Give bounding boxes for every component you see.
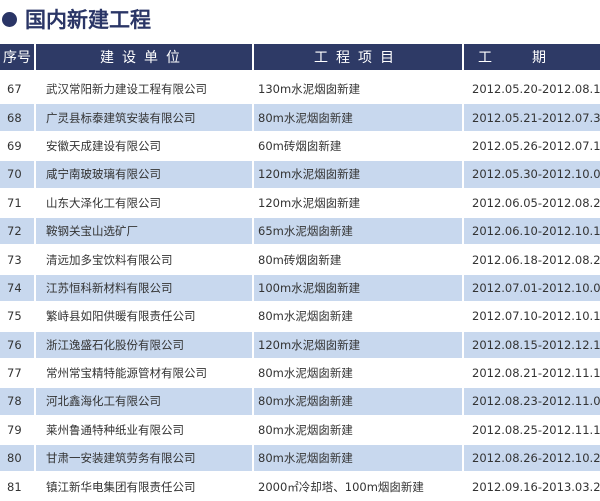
cell-unit: 鞍钢关宝山选矿厂 (36, 217, 252, 245)
cell-project: 80m水泥烟囱新建 (254, 388, 462, 415)
cell-unit: 甘肃一安装建筑劳务有限公司 (36, 445, 252, 472)
cell-unit: 安徽天成建设有限公司 (46, 138, 161, 153)
cell-period: 2012.08.21-2012.11.10 (472, 366, 600, 381)
cell-project: 80m水泥烟囱新建 (254, 104, 462, 131)
cell-project: 65m水泥烟囱新建 (254, 217, 462, 245)
cell-period: 2012.08.26-2012.10.24 (464, 445, 600, 472)
cell-project: 130m水泥烟囱新建 (258, 82, 361, 97)
table-body: 67 武汉常阳新力建设工程有限公司 130m水泥烟囱新建 2012.05.20-201… (0, 75, 600, 501)
table-row: 81 镇江新华电集团有限责任公司 2000㎡冷却塔、100m烟囱新建 2012.09.… (0, 472, 600, 500)
table-row: 70 咸宁南玻玻璃有限公司 120m水泥烟囱新建 2012.05.30-2012.10… (0, 160, 600, 188)
cell-no: 73 (7, 252, 22, 267)
cell-unit: 江苏恒科新材料有限公司 (36, 274, 252, 302)
header-period: 工期 (464, 44, 600, 70)
cell-no: 78 (0, 388, 34, 415)
cell-unit: 莱州鲁通特种纸业有限公司 (46, 422, 184, 437)
cell-project: 80m水泥烟囱新建 (258, 366, 353, 381)
cell-unit: 常州常宝精特能源管材有限公司 (46, 366, 207, 381)
cell-no: 70 (0, 161, 34, 188)
cell-project: 120m水泥烟囱新建 (258, 195, 361, 210)
cell-project: 80m水泥烟囱新建 (258, 309, 353, 324)
cell-unit: 广灵县标泰建筑安装有限公司 (36, 104, 252, 131)
table-row: 72 鞍钢关宝山选矿厂 65m水泥烟囱新建 2012.06.10-2012.10.10 (0, 217, 600, 245)
cell-unit: 武汉常阳新力建设工程有限公司 (46, 82, 207, 97)
cell-period: 2012.09.16-2013.03.28 (472, 479, 600, 494)
cell-project: 80m水泥烟囱新建 (258, 422, 353, 437)
header-unit: 建设单位 (36, 44, 252, 70)
cell-period: 2012.07.10-2012.10.10 (472, 309, 600, 324)
cell-unit: 清远加多宝饮料有限公司 (46, 252, 173, 267)
table-row: 68 广灵县标泰建筑安装有限公司 80m水泥烟囱新建 2012.05.21-2012.… (0, 103, 600, 131)
table-row: 74 江苏恒科新材料有限公司 100m水泥烟囱新建 2012.07.01-2012.1… (0, 274, 600, 302)
page-title: 国内新建工程 (2, 4, 151, 34)
cell-no: 68 (0, 104, 34, 131)
cell-project: 120m水泥烟囱新建 (254, 161, 462, 188)
bullet-icon (2, 11, 17, 27)
table-row: 71 山东大泽化工有限公司 120m水泥烟囱新建 2012.06.05-2012.08… (0, 189, 600, 217)
cell-no: 72 (0, 217, 34, 245)
cell-unit: 河北鑫海化工有限公司 (36, 388, 252, 415)
cell-project: 100m水泥烟囱新建 (254, 274, 462, 302)
table-row: 73 清远加多宝饮料有限公司 80m砖烟囱新建 2012.06.18-2012.08.… (0, 245, 600, 273)
cell-period: 2012.06.10-2012.10.10 (464, 217, 600, 245)
cell-no: 80 (0, 445, 34, 472)
cell-period: 2012.06.18-2012.08.22 (472, 252, 600, 267)
cell-no: 75 (7, 309, 22, 324)
cell-period: 2012.05.26-2012.07.16 (472, 138, 600, 153)
cell-no: 81 (7, 479, 22, 494)
cell-no: 76 (0, 331, 34, 358)
cell-no: 69 (7, 138, 22, 153)
cell-no: 77 (7, 366, 22, 381)
title-text: 国内新建工程 (25, 8, 151, 32)
cell-period: 2012.08.25-2012.11.15 (472, 422, 600, 437)
cell-project: 80m水泥烟囱新建 (254, 445, 462, 472)
cell-unit: 浙江逸盛石化股份有限公司 (36, 331, 252, 358)
cell-no: 74 (0, 274, 34, 302)
cell-unit: 咸宁南玻玻璃有限公司 (36, 161, 252, 188)
cell-no: 71 (7, 195, 22, 210)
table-row: 80 甘肃一安装建筑劳务有限公司 80m水泥烟囱新建 2012.08.26-2012.… (0, 444, 600, 472)
cell-period: 2012.07.01-2012.10.01 (464, 274, 600, 302)
table-row: 69 安徽天成建设有限公司 60m砖烟囱新建 2012.05.26-2012.07.1… (0, 132, 600, 160)
table-header: 序号 建设单位 工程项目 工期 (0, 44, 600, 70)
table-row: 76 浙江逸盛石化股份有限公司 120m水泥烟囱新建 2012.08.15-2012.… (0, 331, 600, 359)
table-row: 78 河北鑫海化工有限公司 80m水泥烟囱新建 2012.08.23-2012.11.… (0, 387, 600, 415)
cell-project: 60m砖烟囱新建 (258, 138, 342, 153)
cell-unit: 镇江新华电集团有限责任公司 (46, 479, 196, 494)
cell-unit: 繁峙县如阳供暖有限责任公司 (46, 309, 196, 324)
cell-project: 80m砖烟囱新建 (258, 252, 342, 267)
cell-project: 120m水泥烟囱新建 (254, 331, 462, 358)
header-project: 工程项目 (254, 44, 462, 70)
table-row: 77 常州常宝精特能源管材有限公司 80m水泥烟囱新建 2012.08.21-2012… (0, 359, 600, 387)
cell-period: 2012.05.30-2012.10.09 (464, 161, 600, 188)
cell-no: 79 (7, 422, 22, 437)
table-row: 79 莱州鲁通特种纸业有限公司 80m水泥烟囱新建 2012.08.25-2012.1… (0, 416, 600, 444)
table-row: 75 繁峙县如阳供暖有限责任公司 80m水泥烟囱新建 2012.07.10-2012.… (0, 302, 600, 330)
cell-period: 2012.05.21-2012.07.30 (464, 104, 600, 131)
cell-period: 2012.05.20-2012.08.10 (472, 82, 600, 97)
header-no: 序号 (0, 44, 34, 70)
cell-project: 2000㎡冷却塔、100m烟囱新建 (258, 479, 424, 494)
cell-period: 2012.08.15-2012.12.15 (464, 331, 600, 358)
cell-period: 2012.06.05-2012.08.25 (472, 195, 600, 210)
cell-no: 67 (7, 82, 22, 97)
table-row: 67 武汉常阳新力建设工程有限公司 130m水泥烟囱新建 2012.05.20-201… (0, 75, 600, 103)
cell-period: 2012.08.23-2012.11.02 (464, 388, 600, 415)
cell-unit: 山东大泽化工有限公司 (46, 195, 161, 210)
